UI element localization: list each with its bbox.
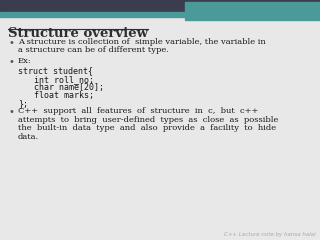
Text: •: • (8, 38, 14, 48)
Text: a structure can be of different type.: a structure can be of different type. (18, 47, 169, 54)
Text: attempts  to  bring  user-defined  types  as  close  as  possible: attempts to bring user-defined types as … (18, 116, 278, 124)
Text: Structure overview: Structure overview (8, 27, 148, 40)
Text: };: }; (18, 99, 28, 108)
Text: struct student{: struct student{ (18, 66, 93, 76)
Bar (0, 0, 320, 12)
Text: •: • (8, 108, 14, 118)
Text: C++ Lecture note by hansa halai: C++ Lecture note by hansa halai (224, 232, 316, 237)
Text: A structure is collection of  simple variable, the variable in: A structure is collection of simple vari… (18, 38, 266, 46)
Text: int roll_no;: int roll_no; (34, 75, 94, 84)
Text: •: • (8, 57, 14, 67)
Text: data.: data. (18, 133, 39, 141)
Text: Ex:: Ex: (18, 57, 32, 65)
Text: float marks;: float marks; (34, 91, 94, 100)
Bar (0, 12, 320, 17)
Text: the  built-in  data  type  and  also  provide  a  facility  to  hide: the built-in data type and also provide … (18, 125, 276, 132)
Text: C++  support  all  features  of  structure  in  c,  but  c++: C++ support all features of structure in… (18, 108, 258, 115)
Bar (185, 2, 320, 20)
Text: char name[20];: char name[20]; (34, 83, 104, 92)
